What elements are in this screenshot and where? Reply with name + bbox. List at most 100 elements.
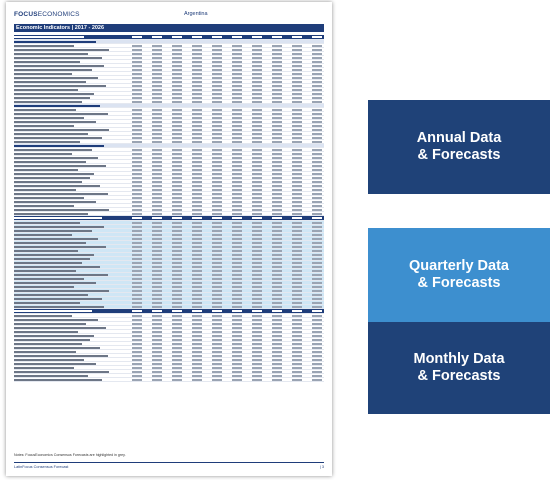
row-value [272, 116, 282, 120]
monthly-banner-line2: & Forecasts [417, 368, 501, 384]
row-value [312, 200, 322, 204]
row-value [192, 112, 202, 116]
row-value [132, 88, 142, 92]
row-value [272, 196, 282, 200]
row-value [272, 354, 282, 358]
row-value [252, 100, 262, 104]
row-value [132, 253, 142, 257]
row-value [312, 265, 322, 269]
row-values [132, 100, 324, 104]
row-value [212, 208, 222, 212]
row-value [172, 176, 182, 180]
row-value [212, 342, 222, 346]
row-value [312, 293, 322, 297]
table-row [14, 60, 324, 64]
row-value [132, 229, 142, 233]
row-value [152, 112, 162, 116]
row-value [272, 164, 282, 168]
row-value [152, 164, 162, 168]
row-value [252, 273, 262, 277]
row-value [232, 293, 242, 297]
row-value [132, 128, 142, 132]
row-value [192, 374, 202, 378]
row-value [212, 362, 222, 366]
table-row [14, 225, 324, 229]
row-value [272, 52, 282, 56]
row-value [312, 212, 322, 216]
row-value [192, 188, 202, 192]
row-value [292, 370, 302, 374]
row-value [192, 60, 202, 64]
row-value [272, 241, 282, 245]
row-value [312, 305, 322, 309]
row-label [14, 249, 132, 253]
row-value [192, 253, 202, 257]
row-value [212, 330, 222, 334]
row-value [192, 116, 202, 120]
row-label-text [14, 305, 104, 309]
row-value [172, 225, 182, 229]
row-label-text [14, 281, 96, 285]
table-row [14, 374, 324, 378]
table-row [14, 273, 324, 277]
row-value [132, 358, 142, 362]
row-value [172, 253, 182, 257]
row-value [292, 176, 302, 180]
row-value [312, 92, 322, 96]
row-value [192, 140, 202, 144]
row-value [212, 200, 222, 204]
row-value [152, 370, 162, 374]
row-value [132, 322, 142, 326]
row-values [132, 88, 324, 92]
row-value [272, 301, 282, 305]
row-value [292, 128, 302, 132]
row-value [232, 245, 242, 249]
row-value [152, 346, 162, 350]
row-values [132, 35, 324, 39]
row-value [132, 277, 142, 281]
row-value [152, 257, 162, 261]
row-value [172, 108, 182, 112]
row-value [192, 273, 202, 277]
row-value [172, 346, 182, 350]
row-values [132, 184, 324, 188]
row-value [312, 318, 322, 322]
row-label [14, 346, 132, 350]
table-row [14, 261, 324, 265]
row-value [292, 92, 302, 96]
row-value [132, 354, 142, 358]
row-value [232, 285, 242, 289]
row-value [132, 124, 142, 128]
row-value [272, 277, 282, 281]
row-value [272, 334, 282, 338]
row-value [172, 354, 182, 358]
row-value [252, 366, 262, 370]
row-value [132, 72, 142, 76]
row-value [272, 188, 282, 192]
row-value [292, 148, 302, 152]
row-value [252, 265, 262, 269]
row-value [152, 358, 162, 362]
row-value [132, 152, 142, 156]
table-row [14, 180, 324, 184]
row-value [272, 152, 282, 156]
row-value [232, 212, 242, 216]
table-header-row [14, 35, 324, 40]
row-value [232, 92, 242, 96]
row-value [212, 249, 222, 253]
row-label [14, 108, 132, 112]
row-value [272, 92, 282, 96]
row-value [252, 362, 262, 366]
row-value [192, 366, 202, 370]
row-values [132, 112, 324, 116]
row-label-text [14, 370, 109, 374]
row-value [252, 245, 262, 249]
row-value [152, 136, 162, 140]
row-value [232, 164, 242, 168]
row-value [312, 132, 322, 136]
row-value [172, 297, 182, 301]
row-value [152, 249, 162, 253]
row-value [152, 241, 162, 245]
row-value [232, 233, 242, 237]
row-value [192, 245, 202, 249]
